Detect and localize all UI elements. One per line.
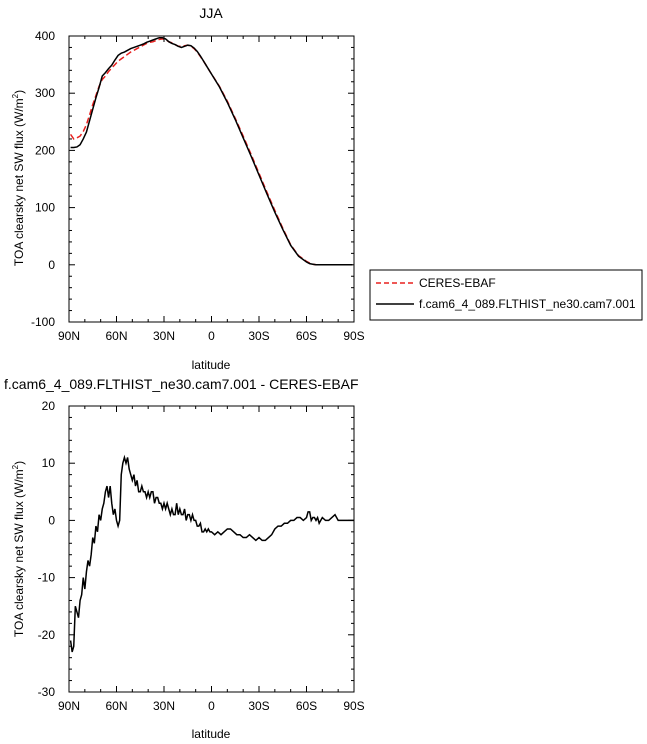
series-line-difference [69,454,354,653]
y-tick-label: 300 [35,86,55,100]
x-tick-label: 60N [105,699,127,713]
y-tick-label: 200 [35,143,55,157]
x-axis-label: latitude [192,358,231,372]
x-tick-label: 60N [105,329,127,343]
x-tick-label: 90S [343,699,364,713]
x-tick-label: 0 [208,699,215,713]
legend-label-model: f.cam6_4_089.FLTHIST_ne30.cam7.001 [419,297,636,311]
y-axis-label: TOA clearsky net SW flux (W/m2) [11,461,26,637]
x-tick-label: 30S [248,699,269,713]
y-axis-label: TOA clearsky net SW flux (W/m2) [11,90,26,266]
y-tick-label: -10 [38,571,56,585]
x-axis-label: latitude [192,727,231,741]
legend: CERES-EBAF f.cam6_4_089.FLTHIST_ne30.cam… [369,269,643,321]
legend-label-ceres: CERES-EBAF [419,276,496,290]
y-tick-label: -30 [38,685,56,699]
difference-chart-title: f.cam6_4_089.FLTHIST_ne30.cam7.001 - CER… [4,376,359,392]
y-axis-label-sup: 2 [11,464,20,469]
zonal-mean-chart: JJA latitude TOA clearsky net SW flux (W… [11,5,643,372]
x-tick-label: 60S [296,699,317,713]
y-tick-label: -20 [38,628,56,642]
y-axis-label-sup: 2 [11,93,20,98]
y-tick-label: 0 [48,258,55,272]
x-tick-label: 90N [58,329,80,343]
y-tick-label: 0 [48,513,55,527]
y-axis-label-end: ) [12,90,26,94]
y-tick-label: 20 [42,399,56,413]
y-tick-label: 10 [42,456,56,470]
series-line-model [70,36,353,266]
y-tick-label: 400 [35,29,55,43]
y-axis-label-end: ) [12,461,26,465]
y-axis-label-main: TOA clearsky net SW flux (W/m [12,98,26,266]
plot-frame [68,35,355,323]
y-tick-label: -100 [31,315,55,329]
x-tick-label: 30S [248,329,269,343]
x-tick-label: 30N [153,699,175,713]
y-axis-label-main: TOA clearsky net SW flux (W/m [12,469,26,637]
plot-frame [68,405,355,693]
x-tick-label: 90S [343,329,364,343]
chart-title: JJA [199,5,223,21]
legend-box [369,269,643,321]
x-tick-label: 30N [153,329,175,343]
x-tick-label: 0 [208,329,215,343]
x-tick-label: 60S [296,329,317,343]
x-tick-label: 90N [58,699,80,713]
difference-chart: f.cam6_4_089.FLTHIST_ne30.cam7.001 - CER… [4,376,365,741]
y-tick-label: 100 [35,201,55,215]
